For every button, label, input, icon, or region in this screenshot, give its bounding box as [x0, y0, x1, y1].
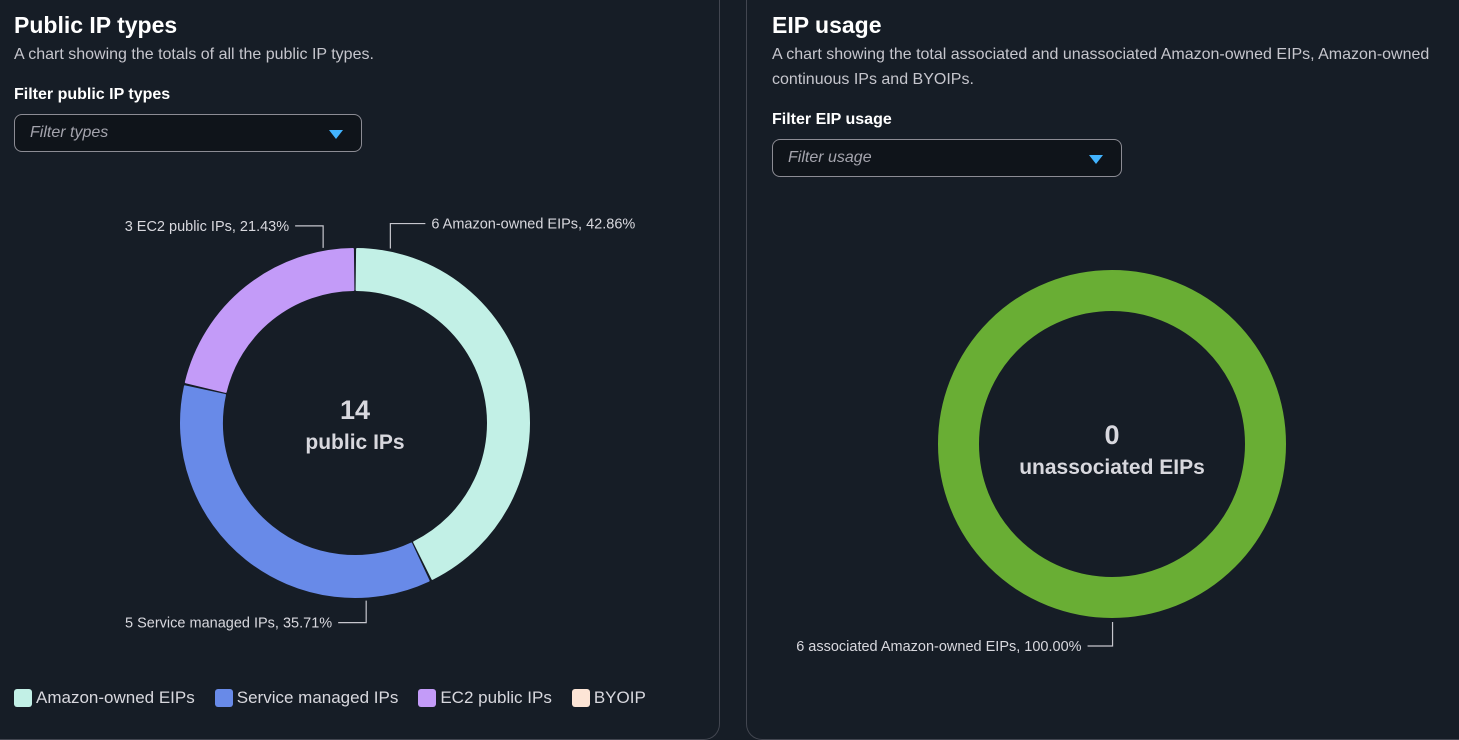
filter-usage-select[interactable]: Filter usage — [772, 139, 1122, 177]
center-value: 14 — [340, 395, 370, 425]
public-ip-types-donut: 6 Amazon-owned EIPs, 42.86% 5 Service man… — [125, 217, 636, 632]
public-ip-types-legend: Amazon-owned EIPs Service managed IPs EC2 … — [14, 688, 646, 708]
slice-label-amazon-owned-eips: 6 Amazon-owned EIPs, 42.86% — [431, 217, 635, 233]
caret-down-icon — [329, 130, 343, 139]
legend-swatch — [214, 689, 233, 707]
filter-usage-placeholder: Filter usage — [788, 149, 872, 166]
filter-types-select[interactable]: Filter types — [14, 114, 362, 152]
leader-line-service-managed-ips — [338, 600, 367, 624]
public-ip-types-description: A chart showing the totals of all the pu… — [14, 46, 374, 63]
legend-item-service-managed-ips[interactable]: Service managed IPs — [214, 688, 399, 708]
leader-line-amazon-owned-eips — [389, 222, 426, 249]
filter-types-placeholder: Filter types — [30, 124, 109, 141]
legend-swatch — [418, 689, 437, 707]
center-value: 0 — [1104, 420, 1119, 450]
legend-item-byoip[interactable]: BYOIP — [571, 688, 646, 708]
eip-usage-donut: 6 associated Amazon-owned EIPs, 100.00% 0… — [796, 270, 1286, 655]
eip-usage-description: A chart showing the total associated and… — [772, 46, 1430, 88]
legend-item-amazon-owned-eips[interactable]: Amazon-owned EIPs — [14, 688, 195, 708]
slice-label-ec2-public-ips: 3 EC2 public IPs, 21.43% — [125, 219, 290, 235]
caret-down-icon — [1089, 155, 1103, 164]
slice-amazon-owned-eips[interactable] — [355, 248, 530, 580]
legend-swatch — [571, 689, 590, 707]
public-ip-types-title: Public IP types — [14, 12, 178, 38]
eip-usage-title: EIP usage — [772, 12, 882, 38]
legend-label: Amazon-owned EIPs — [36, 688, 195, 707]
legend-label: EC2 public IPs — [440, 688, 552, 707]
legend-swatch — [14, 689, 32, 707]
legend-item-ec2-public-ips[interactable]: EC2 public IPs — [418, 688, 552, 708]
legend-label: BYOIP — [593, 688, 646, 707]
filter-public-ip-types-label: Filter public IP types — [14, 86, 171, 103]
slice-service-managed-ips[interactable] — [180, 385, 430, 598]
leader-line-associated-amazon-owned-eips — [1087, 621, 1114, 647]
slice-label-service-managed-ips: 5 Service managed IPs, 35.71% — [125, 616, 332, 632]
donut-charts: 6 Amazon-owned EIPs, 42.86% 5 Service man… — [125, 217, 1286, 655]
center-label: unassociated EIPs — [1019, 456, 1205, 479]
slice-ec2-public-ips[interactable] — [184, 248, 355, 393]
legend-label: Service managed IPs — [236, 688, 399, 707]
leader-line-ec2-public-ips — [295, 225, 324, 248]
slice-associated-amazon-owned-eips[interactable] — [938, 270, 1286, 618]
center-label: public IPs — [305, 431, 404, 454]
filter-eip-usage-label: Filter EIP usage — [772, 111, 892, 128]
slice-label-associated-amazon-owned-eips: 6 associated Amazon-owned EIPs, 100.00% — [796, 639, 1081, 655]
